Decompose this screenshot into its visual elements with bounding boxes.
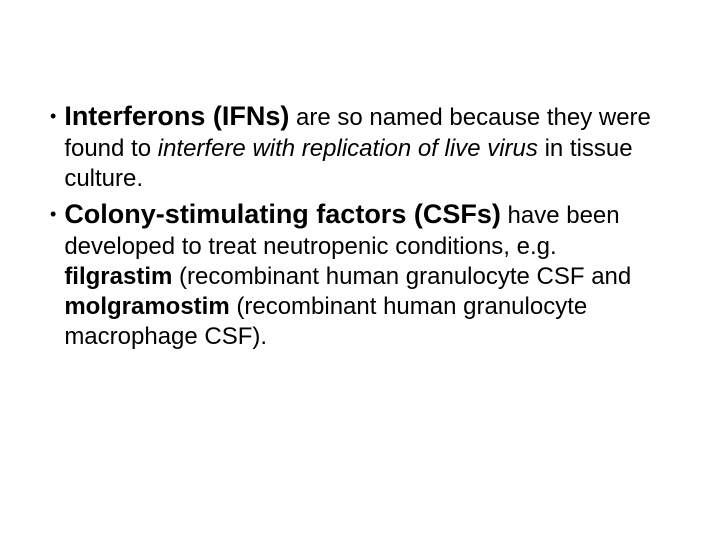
slide-body: • Interferons (IFNs) are so named becaus… bbox=[0, 0, 720, 352]
bullet-2-mid: (recombinant human granulocyte CSF and bbox=[172, 263, 631, 290]
bullet-1-italic-phrase: with replication of live virus bbox=[246, 135, 538, 162]
bullet-content-2: Colony-stimulating factors (CSFs) have b… bbox=[64, 198, 670, 352]
bullet-dot-icon: • bbox=[50, 100, 56, 132]
bullet-1-em: interfere bbox=[158, 135, 246, 162]
bullet-2-drug1: filgrastim bbox=[64, 263, 172, 290]
bullet-dot-icon: • bbox=[50, 198, 56, 230]
bullet-item-2: • Colony-stimulating factors (CSFs) have… bbox=[50, 198, 670, 352]
bullet-item-1: • Interferons (IFNs) are so named becaus… bbox=[50, 100, 670, 194]
bullet-1-lead: Interferons (IFNs) bbox=[64, 101, 289, 131]
bullet-content-1: Interferons (IFNs) are so named because … bbox=[64, 100, 670, 194]
bullet-2-drug2: molgramostim bbox=[64, 293, 229, 320]
bullet-2-lead: Colony-stimulating factors (CSFs) bbox=[64, 199, 501, 229]
